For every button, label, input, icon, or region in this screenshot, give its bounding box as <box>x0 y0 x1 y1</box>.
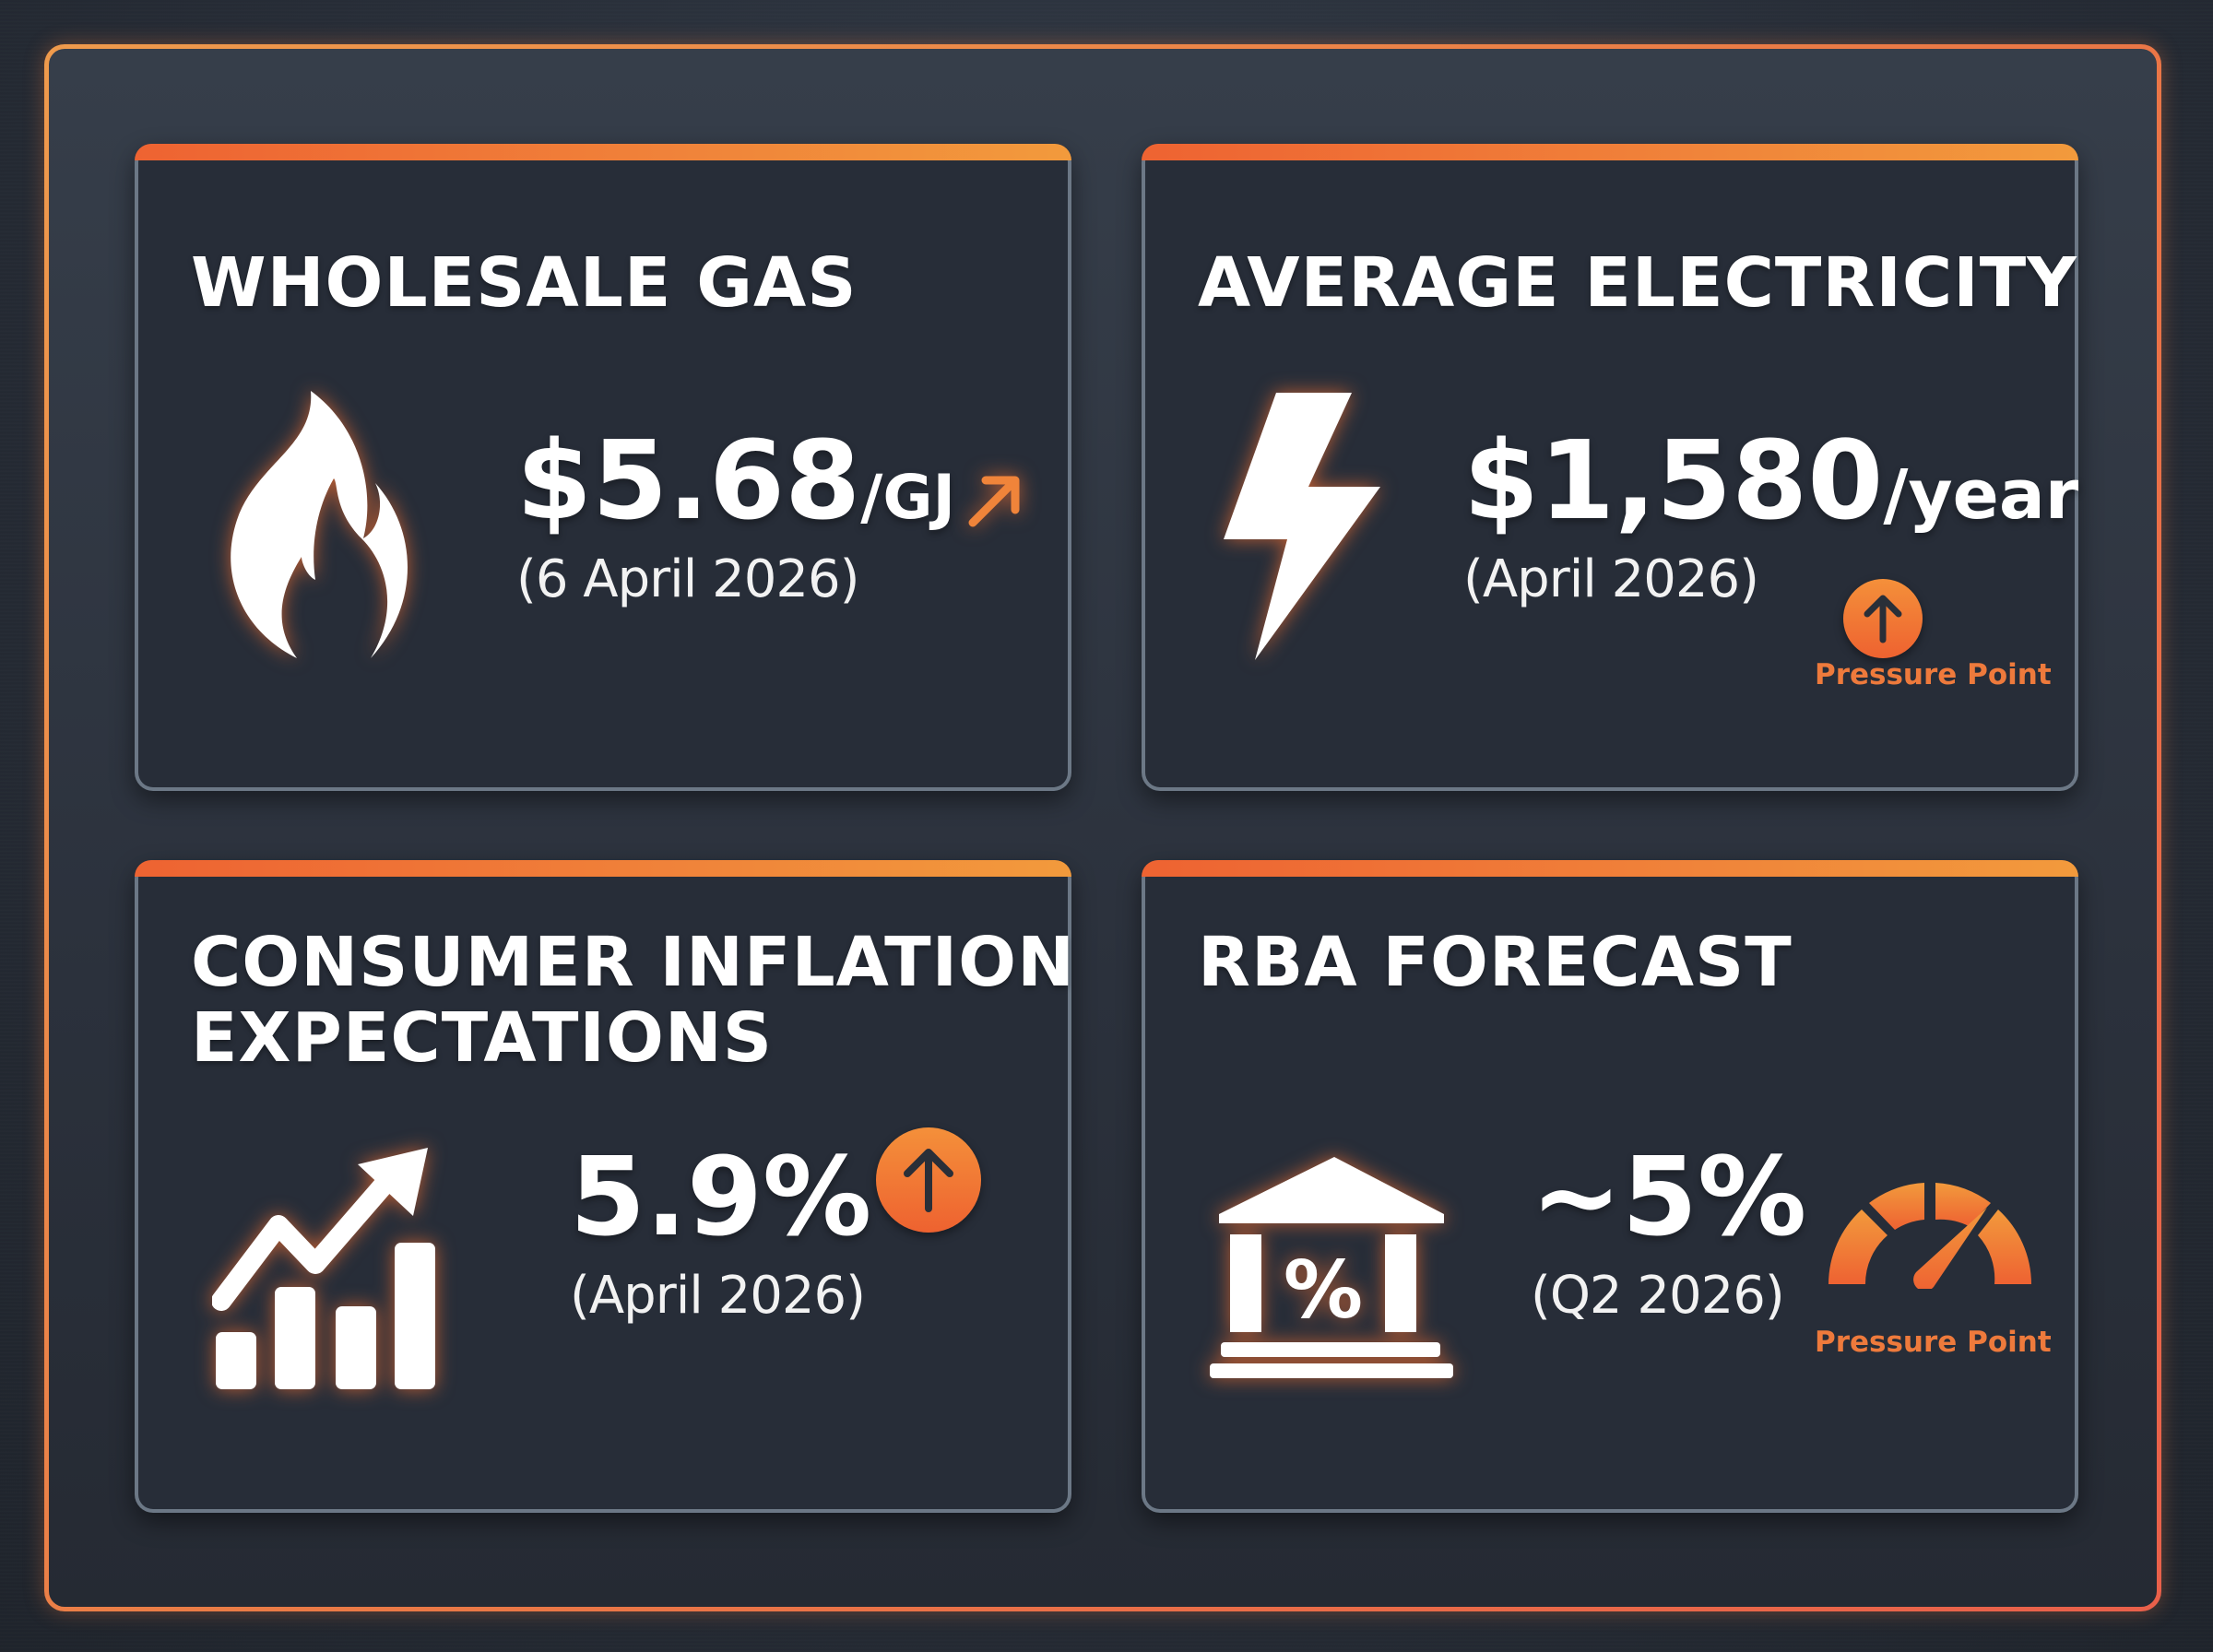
gauge-icon <box>1828 1183 2031 1289</box>
card-accent-bar <box>1142 144 2078 160</box>
percent-glyph: % <box>1284 1245 1363 1337</box>
value-number: $1,580 <box>1463 417 1884 544</box>
up-arrow-badge <box>1843 579 1923 658</box>
electricity-price-date: (April 2026) <box>1463 549 1759 609</box>
lightning-bolt-icon <box>1224 393 1380 660</box>
value-unit: /GJ <box>860 462 956 533</box>
card-wholesale-gas: WHOLESALE GAS $5.68/GJ (6 April 2026) <box>135 144 1071 791</box>
pressure-point-label: Pressure Point <box>1815 1326 2052 1359</box>
up-arrow-badge <box>876 1127 981 1233</box>
up-arrow-icon <box>1864 595 1902 643</box>
card-rba-forecast: RBA FORECAST % ~5% (Q2 2026) Pressure Po… <box>1142 860 2078 1513</box>
rising-bar-chart-icon <box>212 1148 435 1389</box>
up-arrow-icon <box>904 1149 953 1212</box>
card-title: AVERAGE ELECTRICITY <box>1198 243 2077 323</box>
card-title-line-1: CONSUMER INFLATION <box>191 923 1076 1002</box>
card-accent-bar <box>1142 860 2078 877</box>
value-unit: /year <box>1883 455 2079 535</box>
card-accent-bar <box>135 144 1071 160</box>
rba-forecast-value: ~5% <box>1531 1133 1807 1260</box>
card-accent-bar <box>135 860 1071 877</box>
card-title: WHOLESALE GAS <box>191 243 858 323</box>
card-title-line-2: EXPECTATIONS <box>191 998 774 1078</box>
card-title: CONSUMER INFLATION EXPECTATIONS <box>191 925 1075 1076</box>
inflation-expectation-date: (April 2026) <box>570 1266 866 1326</box>
bank-percent-icon: % <box>1210 1157 1453 1378</box>
gas-price-value: $5.68/GJ <box>516 420 955 558</box>
flame-icon <box>231 391 408 658</box>
up-right-arrow-icon <box>968 476 1020 527</box>
card-title: RBA FORECAST <box>1198 923 1793 1002</box>
value-number: $5.68 <box>516 417 861 544</box>
card-consumer-inflation-expectations: CONSUMER INFLATION EXPECTATIONS 5.9% (Ap… <box>135 860 1074 1513</box>
electricity-price-value: $1,580/year <box>1463 420 2078 555</box>
rba-forecast-date: (Q2 2026) <box>1531 1266 1785 1326</box>
pressure-point-label: Pressure Point <box>1815 658 2052 691</box>
inflation-expectation-value: 5.9% <box>570 1133 872 1260</box>
card-average-electricity: AVERAGE ELECTRICITY $1,580/year (April 2… <box>1142 144 2078 791</box>
gas-price-date: (6 April 2026) <box>516 549 859 609</box>
